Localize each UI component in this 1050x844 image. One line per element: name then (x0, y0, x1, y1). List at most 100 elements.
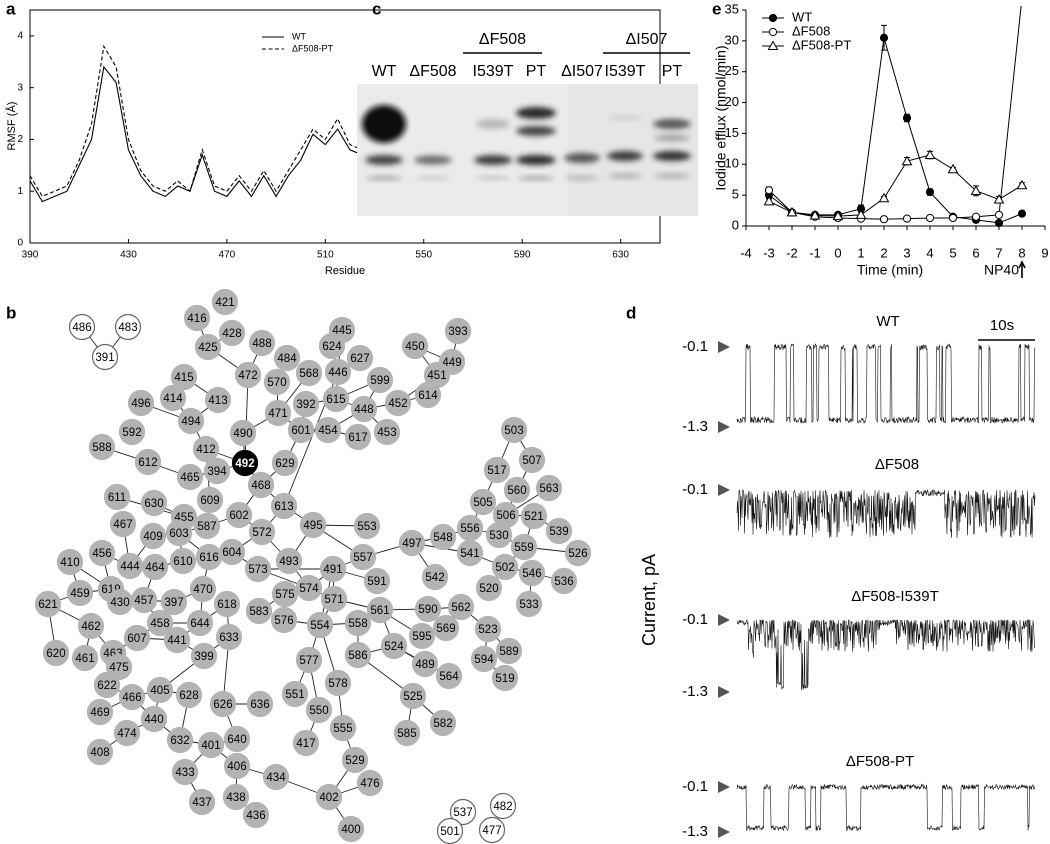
node-label: 440 (144, 714, 163, 726)
node (56, 548, 84, 576)
node (130, 586, 158, 614)
node (88, 539, 116, 567)
level-label: -1.3 (682, 418, 708, 435)
legend-marker (768, 13, 778, 23)
node-label: 569 (436, 623, 455, 635)
node (306, 611, 334, 639)
blot-band (416, 176, 450, 180)
node (170, 363, 198, 391)
series-line (768, 154, 1023, 217)
node-label: 574 (299, 583, 319, 595)
node (222, 783, 250, 811)
node (491, 664, 519, 692)
y-tick-label: 15 (725, 125, 739, 140)
node-label: 644 (190, 618, 210, 630)
marker (970, 185, 982, 195)
node (292, 729, 320, 757)
x-tick-label: -4 (740, 245, 752, 260)
node-label: 557 (353, 552, 372, 564)
node (414, 595, 442, 623)
current-trace (736, 618, 1036, 691)
node (281, 680, 309, 708)
x-tick-label: 550 (415, 250, 432, 261)
x-tick-label: 4 (926, 245, 933, 260)
marker (901, 155, 913, 166)
y-tick-label: 25 (725, 63, 739, 78)
node (535, 474, 563, 502)
series-line (29, 44, 659, 198)
node-label: 469 (90, 707, 109, 719)
node (545, 517, 573, 545)
node-label: 589 (499, 646, 518, 658)
y-tick-label: 20 (725, 94, 739, 109)
node (248, 518, 276, 546)
node (329, 714, 357, 742)
node (248, 329, 276, 357)
group-label: ΔI507 (626, 31, 668, 48)
node-label: 587 (197, 521, 216, 533)
node (169, 547, 197, 575)
node-label: 546 (522, 568, 541, 580)
node-label: 453 (377, 427, 396, 439)
node-label: 564 (439, 671, 459, 683)
node-label: 612 (138, 457, 157, 469)
node (186, 609, 214, 637)
node (166, 726, 194, 754)
node-label: 524 (384, 641, 404, 653)
blot-band (608, 173, 642, 179)
node (399, 682, 427, 710)
node (134, 448, 162, 476)
marker (947, 163, 959, 174)
node-label: 450 (405, 341, 424, 353)
node (515, 590, 543, 618)
trace-title: WT (876, 313, 899, 330)
node (411, 650, 439, 678)
node-label: 449 (442, 357, 461, 369)
node-label: 529 (345, 755, 364, 767)
lane-label: ΔF508 (409, 63, 456, 80)
x-tick-label: 2 (880, 245, 887, 260)
node-label: 604 (222, 547, 242, 559)
node (500, 416, 528, 444)
node-label: 519 (495, 673, 514, 685)
node-label: 541 (460, 548, 479, 560)
node-label: 607 (127, 633, 146, 645)
node (113, 719, 141, 747)
node-label: 570 (267, 377, 286, 389)
node-label: 402 (319, 792, 338, 804)
current-trace (736, 489, 1036, 539)
node (68, 313, 96, 341)
node-label: 413 (208, 395, 227, 407)
node-label: 507 (522, 455, 541, 467)
node-label: 477 (482, 825, 501, 837)
node-label: 470 (193, 584, 212, 596)
node-label: 609 (200, 495, 219, 507)
marker (786, 206, 798, 217)
blot-band (516, 107, 556, 119)
blot-band (362, 105, 406, 143)
node-label: 636 (250, 699, 269, 711)
node (318, 332, 346, 360)
node-label: 573 (248, 564, 267, 576)
node-label: 614 (418, 390, 438, 402)
marker (994, 210, 1004, 219)
node (140, 489, 168, 517)
node-label: 405 (150, 685, 169, 697)
marker (764, 186, 774, 195)
node (322, 385, 350, 413)
x-tick-label: 510 (317, 250, 334, 261)
node-label: 583 (249, 606, 268, 618)
node-label: 599 (370, 375, 389, 387)
node (295, 359, 323, 387)
node (231, 449, 259, 477)
node-label: 610 (173, 556, 192, 568)
node (203, 457, 231, 485)
node (242, 801, 270, 829)
marker (855, 209, 867, 219)
node (341, 746, 369, 774)
node (176, 463, 204, 491)
node (344, 609, 372, 637)
marker (994, 218, 1004, 228)
node-label: 537 (453, 807, 472, 819)
